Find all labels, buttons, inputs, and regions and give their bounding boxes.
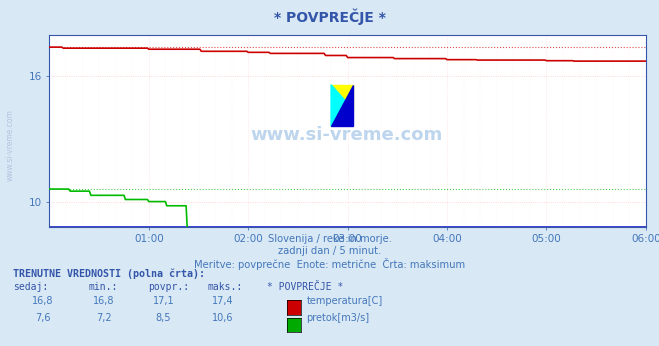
Text: 7,2: 7,2 bbox=[96, 313, 112, 323]
Text: maks.:: maks.: bbox=[208, 282, 243, 292]
Text: 16,8: 16,8 bbox=[32, 296, 53, 306]
Text: www.si-vreme.com: www.si-vreme.com bbox=[5, 109, 14, 181]
Text: 8,5: 8,5 bbox=[156, 313, 171, 323]
Polygon shape bbox=[331, 85, 353, 126]
Text: sedaj:: sedaj: bbox=[13, 282, 48, 292]
Text: * POVPREČJE *: * POVPREČJE * bbox=[267, 282, 343, 292]
Text: Meritve: povprečne  Enote: metrične  Črta: maksimum: Meritve: povprečne Enote: metrične Črta:… bbox=[194, 258, 465, 270]
Text: 10,6: 10,6 bbox=[212, 313, 233, 323]
Text: Slovenija / reke in morje.: Slovenija / reke in morje. bbox=[268, 234, 391, 244]
Text: povpr.:: povpr.: bbox=[148, 282, 189, 292]
Polygon shape bbox=[331, 85, 353, 110]
Text: 16,8: 16,8 bbox=[94, 296, 115, 306]
Polygon shape bbox=[331, 85, 353, 126]
Text: * POVPREČJE *: * POVPREČJE * bbox=[273, 9, 386, 25]
Text: 17,1: 17,1 bbox=[153, 296, 174, 306]
Text: temperatura[C]: temperatura[C] bbox=[306, 296, 383, 306]
Text: 17,4: 17,4 bbox=[212, 296, 233, 306]
Text: min.:: min.: bbox=[89, 282, 119, 292]
Text: TRENUTNE VREDNOSTI (polna črta):: TRENUTNE VREDNOSTI (polna črta): bbox=[13, 268, 205, 279]
Text: zadnji dan / 5 minut.: zadnji dan / 5 minut. bbox=[278, 246, 381, 256]
Text: pretok[m3/s]: pretok[m3/s] bbox=[306, 313, 370, 323]
Text: 7,6: 7,6 bbox=[35, 313, 51, 323]
Text: www.si-vreme.com: www.si-vreme.com bbox=[250, 126, 442, 144]
